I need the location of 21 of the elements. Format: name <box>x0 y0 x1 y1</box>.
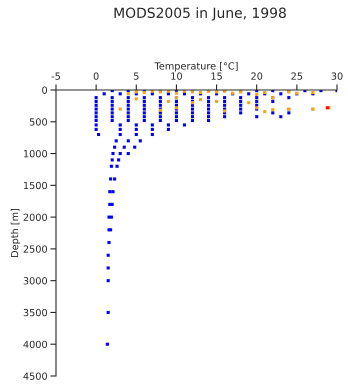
y-tick-label: 2000 <box>24 214 48 221</box>
x-axis-title: Temperature [°C] <box>154 62 238 72</box>
y-tick-label: 4000 <box>23 340 48 348</box>
y-tick-label: 1000 <box>24 150 48 158</box>
x-tick-label: 0 <box>94 72 99 80</box>
y-tick-label: 3500 <box>24 308 48 316</box>
y-axis-title: Depth [m] <box>10 208 20 257</box>
y-tick-label: 500 <box>30 118 48 126</box>
y-tick-label: 4500 <box>23 372 48 380</box>
x-tick-label: 10 <box>171 72 182 80</box>
x-tick-label: 15 <box>211 72 222 80</box>
y-tick-label: 3000 <box>24 277 48 284</box>
y-tick-label: 1500 <box>24 182 48 190</box>
chart-title: MODS2005 in June, 1998 <box>114 7 286 21</box>
y-tick-label: 0 <box>42 86 48 94</box>
y-tick-label: 2500 <box>24 245 48 253</box>
x-tick-label: 30 <box>332 72 343 80</box>
x-tick-label: 25 <box>291 72 302 80</box>
x-tick-label: 5 <box>134 72 139 80</box>
x-tick-label: 20 <box>251 72 262 80</box>
x-tick-label: -5 <box>52 72 60 80</box>
